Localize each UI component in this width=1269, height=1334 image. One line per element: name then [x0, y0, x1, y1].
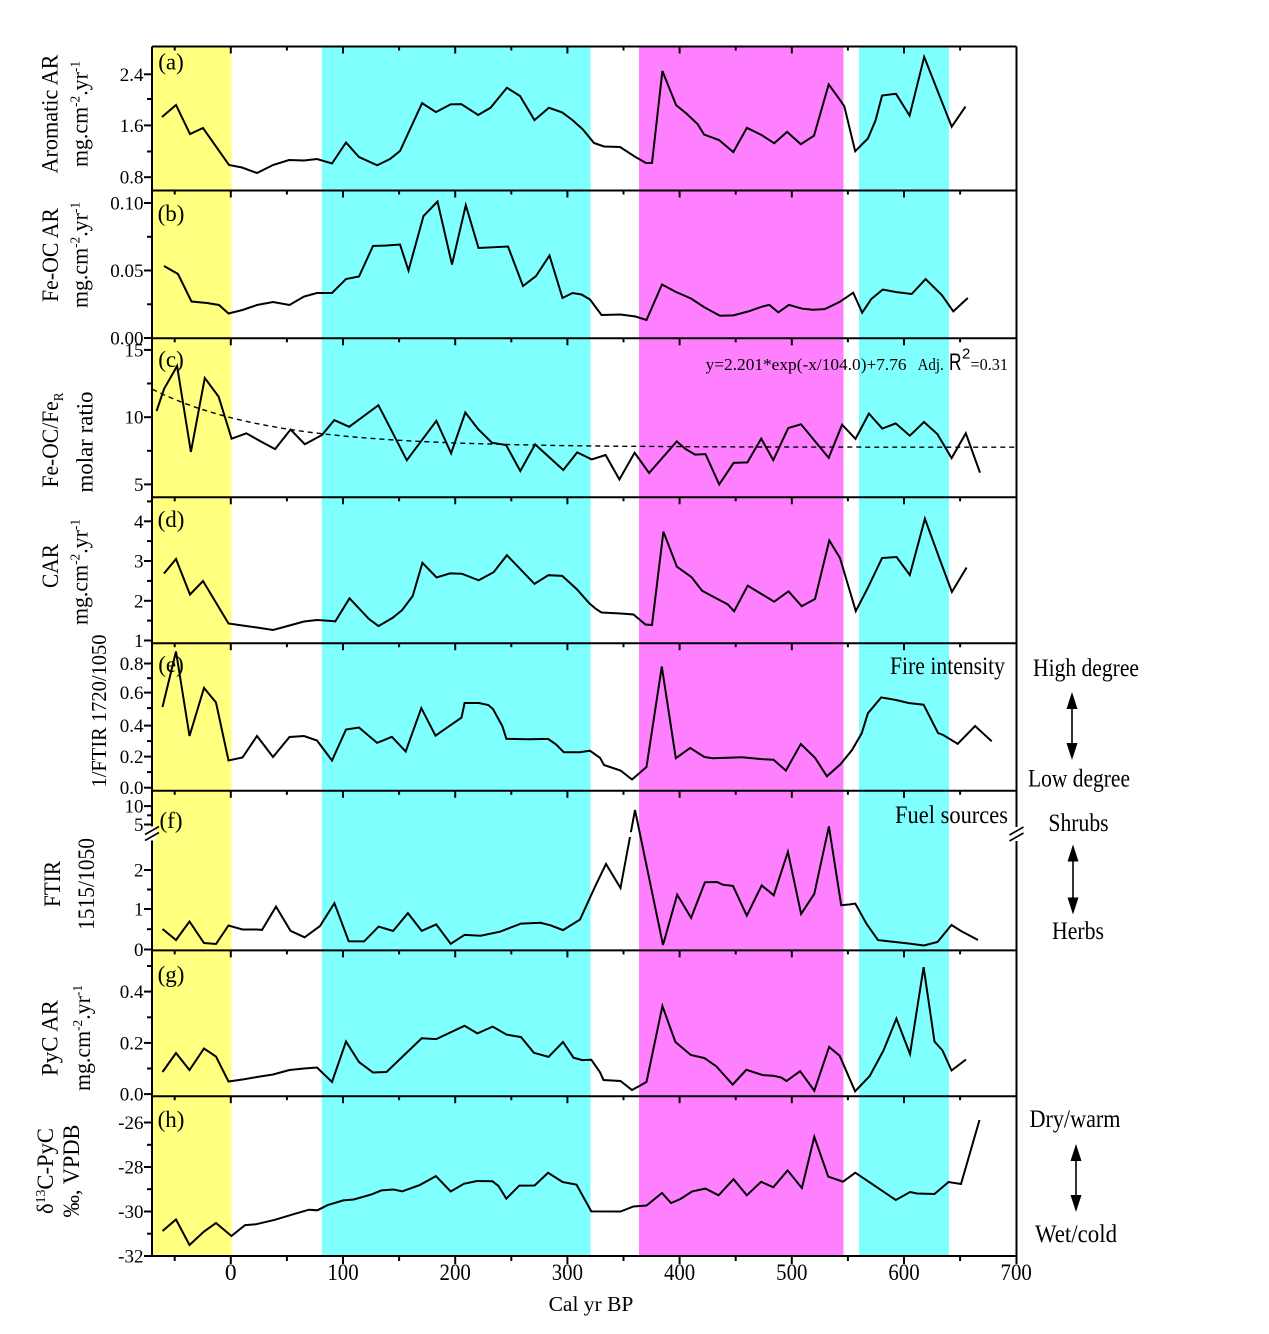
svg-text:5: 5: [134, 815, 144, 836]
svg-text:Cal yr BP: Cal yr BP: [549, 1292, 634, 1316]
svg-text:(b): (b): [158, 201, 185, 226]
svg-text:0.00: 0.00: [110, 329, 143, 350]
svg-text:200: 200: [440, 1260, 471, 1286]
svg-text:10: 10: [125, 408, 144, 429]
svg-text:Fe-OC AR: Fe-OC AR: [38, 207, 63, 302]
svg-text:(e): (e): [158, 652, 184, 677]
svg-text:y=2.201*exp(-x/104.0)+7.76: y=2.201*exp(-x/104.0)+7.76: [706, 355, 907, 374]
svg-text:mg.cm-2.yr-1: mg.cm-2.yr-1: [68, 61, 93, 167]
svg-text:Wet/cold: Wet/cold: [1035, 1221, 1117, 1248]
svg-text:1/FTIR 1720/1050: 1/FTIR 1720/1050: [87, 635, 111, 788]
svg-text:-26: -26: [118, 1113, 143, 1134]
svg-text:(d): (d): [158, 507, 185, 532]
svg-text:Dry/warm: Dry/warm: [1030, 1106, 1121, 1133]
svg-text:1: 1: [134, 631, 144, 652]
svg-text:mg.cm-2.yr-1: mg.cm-2.yr-1: [70, 985, 95, 1091]
svg-text:1515/1050: 1515/1050: [74, 838, 99, 930]
svg-text:High degree: High degree: [1033, 655, 1139, 682]
svg-text:PyC AR: PyC AR: [38, 999, 63, 1076]
svg-text:0.6: 0.6: [120, 683, 144, 704]
svg-text:0.0: 0.0: [120, 778, 144, 799]
svg-text:2: 2: [962, 346, 970, 363]
svg-text:1: 1: [134, 900, 144, 921]
svg-text:15: 15: [125, 340, 144, 361]
svg-text:(a): (a): [158, 50, 184, 75]
svg-text:-28: -28: [118, 1158, 143, 1179]
svg-text:mg.cm-2.yr-1: mg.cm-2.yr-1: [68, 519, 93, 625]
svg-text:(g): (g): [158, 962, 185, 987]
svg-text:R: R: [949, 349, 962, 376]
svg-text:FTIR: FTIR: [40, 860, 65, 907]
svg-text:0.8: 0.8: [120, 168, 144, 189]
svg-text:molar ratio: molar ratio: [73, 392, 98, 493]
svg-text:2.4: 2.4: [120, 65, 144, 86]
svg-text:0: 0: [134, 940, 144, 961]
svg-text:0.4: 0.4: [120, 982, 144, 1003]
svg-text:=0.31: =0.31: [971, 355, 1009, 374]
svg-text:2: 2: [134, 591, 144, 612]
svg-text:Fe-OC/FeR: Fe-OC/FeR: [38, 392, 67, 488]
svg-text:Low degree: Low degree: [1028, 766, 1130, 793]
svg-text:‰, VPDB: ‰, VPDB: [59, 1125, 84, 1218]
svg-text:600: 600: [888, 1260, 919, 1286]
svg-text:100: 100: [327, 1260, 358, 1286]
svg-text:0.8: 0.8: [120, 654, 144, 675]
svg-text:0.05: 0.05: [110, 261, 143, 282]
svg-text:3: 3: [134, 552, 144, 573]
svg-text:CAR: CAR: [38, 543, 63, 588]
svg-text:Aromatic AR: Aromatic AR: [38, 54, 63, 174]
svg-text:(f): (f): [160, 808, 183, 833]
svg-text:2: 2: [134, 861, 144, 882]
svg-text:0.2: 0.2: [120, 1033, 144, 1054]
svg-text:-32: -32: [118, 1247, 143, 1268]
svg-text:1.6: 1.6: [120, 116, 144, 137]
svg-text:0.10: 0.10: [110, 194, 143, 215]
svg-text:0.2: 0.2: [120, 747, 144, 768]
svg-text:Fuel sources: Fuel sources: [895, 802, 1008, 829]
svg-text:0.0: 0.0: [120, 1085, 144, 1106]
svg-text:Fire intensity: Fire intensity: [890, 653, 1005, 680]
svg-text:Shrubs: Shrubs: [1048, 810, 1108, 837]
svg-text:4: 4: [134, 512, 144, 533]
svg-text:0.4: 0.4: [120, 716, 144, 737]
svg-text:(c): (c): [158, 347, 184, 372]
svg-text:(h): (h): [158, 1107, 185, 1132]
svg-text:mg.cm-2.yr-1: mg.cm-2.yr-1: [68, 202, 93, 308]
svg-text:700: 700: [1001, 1260, 1032, 1286]
svg-text:10: 10: [125, 797, 144, 818]
svg-text:Adj.: Adj.: [918, 355, 944, 374]
svg-text:-30: -30: [118, 1202, 143, 1223]
svg-text:0: 0: [225, 1260, 237, 1286]
svg-text:400: 400: [664, 1260, 695, 1286]
svg-text:5: 5: [134, 475, 144, 496]
svg-text:500: 500: [776, 1260, 807, 1286]
svg-text:300: 300: [552, 1260, 583, 1286]
svg-text:Herbs: Herbs: [1052, 918, 1104, 945]
